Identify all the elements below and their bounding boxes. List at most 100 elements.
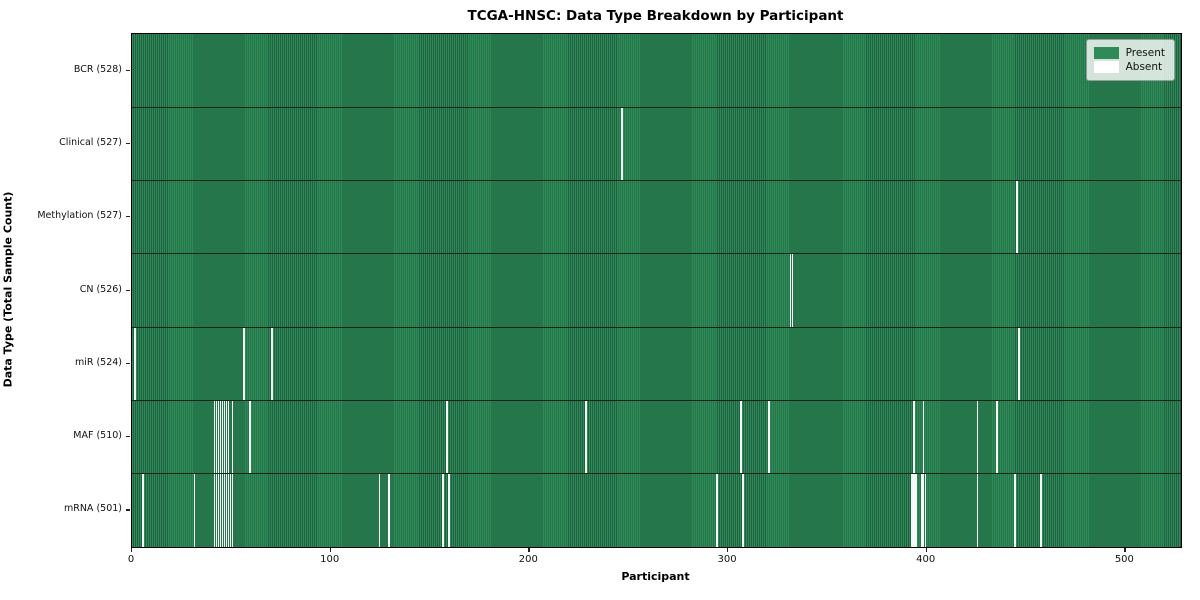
absent-stripe [767, 400, 770, 474]
y-tick-label: CN (526) [79, 283, 122, 295]
absent-stripe [249, 400, 251, 474]
absent-stripe [217, 473, 220, 547]
x-tick-mark [329, 548, 331, 552]
x-tick-mark [1124, 548, 1126, 552]
absent-stripe [922, 473, 925, 547]
x-tick-label: 500 [1114, 554, 1134, 565]
x-tick-label: 300 [717, 554, 737, 565]
absent-stripe [1014, 473, 1016, 547]
x-tick-label: 200 [518, 554, 538, 565]
y-tick-mark [126, 362, 130, 364]
absent-stripe [134, 327, 136, 401]
y-tick-mark [126, 436, 130, 438]
absent-stripe [219, 473, 222, 547]
absent-stripe [1016, 180, 1018, 254]
x-axis-label: Participant [621, 570, 690, 583]
absent-stripe [225, 400, 228, 474]
absent-stripe [243, 327, 246, 401]
y-tick-label: Clinical (527) [59, 136, 122, 148]
y-tick-label: MAF (510) [73, 430, 122, 442]
absent-stripe [976, 473, 979, 547]
x-tick-mark [925, 548, 927, 552]
absent-stripe [388, 473, 391, 547]
absent-stripe [213, 400, 216, 474]
absent-stripe [914, 473, 917, 547]
row-separator [132, 399, 1181, 401]
absent-stripe [215, 473, 218, 547]
heatmap-row [132, 327, 1181, 401]
absent-swatch-icon [1093, 61, 1119, 73]
y-tick-label: miR (524) [74, 356, 122, 368]
absent-stripe [996, 400, 998, 474]
absent-stripe [446, 400, 448, 474]
legend-label-present: Present [1125, 47, 1165, 59]
x-tick-mark [528, 548, 530, 552]
heatmap-row [132, 253, 1181, 328]
x-tick-mark [131, 548, 133, 552]
absent-stripe [1040, 473, 1042, 547]
absent-stripe [378, 473, 381, 547]
absent-stripe [225, 473, 228, 547]
absent-stripe [223, 400, 226, 474]
row-separator [132, 326, 1181, 328]
absent-stripe [227, 400, 230, 474]
y-tick-label: mRNA (501) [63, 503, 122, 515]
y-tick-mark [126, 509, 130, 511]
row-separator [132, 180, 1181, 182]
heatmap-row [132, 473, 1181, 547]
absent-stripe [911, 473, 913, 547]
absent-stripe [1018, 327, 1020, 401]
absent-stripe [223, 473, 226, 547]
absent-stripe [221, 473, 224, 547]
chart-title: TCGA-HNSC: Data Type Breakdown by Partic… [467, 8, 844, 24]
absent-stripe [976, 400, 979, 474]
absent-stripe [217, 400, 220, 474]
absent-stripe [193, 473, 196, 547]
row-separator [132, 106, 1181, 108]
absent-stripe [215, 400, 218, 474]
absent-stripe [791, 253, 794, 328]
heatmap-row [132, 107, 1181, 181]
absent-stripe [227, 473, 230, 547]
legend-item-present: Present [1093, 47, 1165, 59]
legend: Present Absent [1085, 39, 1175, 81]
absent-stripe [789, 253, 792, 328]
absent-stripe [920, 473, 923, 547]
absent-stripe [442, 473, 444, 547]
present-swatch-icon [1093, 47, 1119, 59]
y-tick-mark [126, 69, 130, 71]
absent-stripe [448, 473, 450, 547]
legend-item-absent: Absent [1093, 61, 1165, 73]
absent-stripe [585, 400, 587, 474]
absent-stripe [213, 473, 216, 547]
absent-stripe [142, 473, 144, 547]
y-tick-mark [126, 216, 130, 218]
x-tick-label: 100 [320, 554, 340, 565]
absent-stripe [231, 400, 234, 474]
absent-stripe [912, 400, 915, 474]
absent-stripe [740, 400, 742, 474]
absent-stripe [231, 473, 234, 547]
y-tick-label: BCR (528) [73, 63, 122, 75]
heatmap-row [132, 400, 1181, 474]
heatmap-row [132, 34, 1181, 108]
absent-stripe [620, 107, 623, 181]
x-tick-label: 400 [916, 554, 936, 565]
y-tick-label: Methylation (527) [37, 210, 122, 222]
absent-stripe [229, 473, 232, 547]
x-tick-mark [727, 548, 729, 552]
absent-stripe [271, 327, 273, 401]
absent-stripe [922, 400, 925, 474]
absent-stripe [924, 473, 927, 547]
absent-stripe [219, 400, 222, 474]
plot-area: Present Absent [131, 33, 1182, 548]
row-separator [132, 253, 1181, 255]
absent-stripe [742, 473, 744, 547]
absent-stripe [912, 473, 915, 547]
row-separator [132, 473, 1181, 475]
absent-stripe [716, 473, 718, 547]
y-tick-mark [126, 289, 130, 291]
heatmap-row [132, 180, 1181, 254]
absent-stripe [221, 400, 224, 474]
